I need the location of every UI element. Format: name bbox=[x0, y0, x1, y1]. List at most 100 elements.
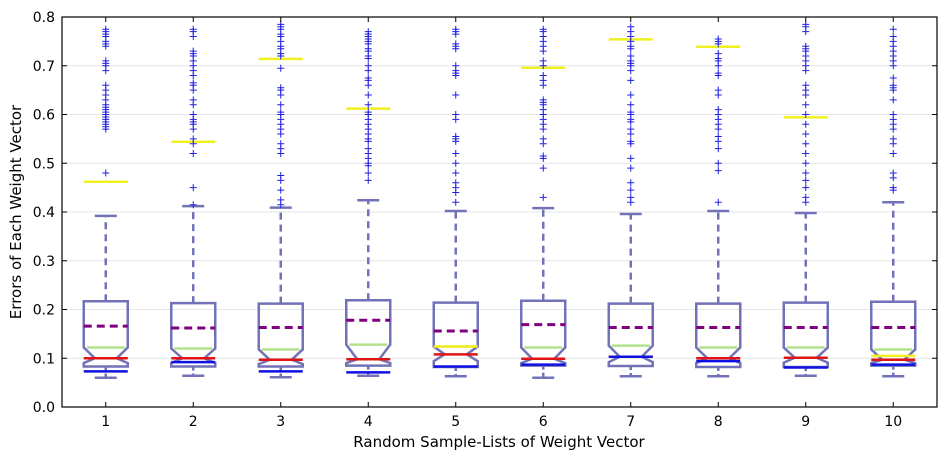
flier-point bbox=[802, 184, 810, 192]
flier-point bbox=[802, 169, 810, 177]
flier-point bbox=[627, 125, 635, 133]
x-tick-label: 9 bbox=[801, 414, 810, 430]
flier-point bbox=[277, 101, 285, 109]
box-body bbox=[695, 302, 742, 369]
flier-point bbox=[452, 40, 460, 48]
flier-point bbox=[627, 108, 635, 116]
flier-point bbox=[714, 106, 722, 114]
y-tick-label: 0.2 bbox=[33, 303, 55, 319]
box-group bbox=[170, 25, 217, 378]
flier-point bbox=[277, 84, 285, 92]
flier-point bbox=[102, 25, 110, 33]
box-body bbox=[82, 299, 129, 368]
flier-point bbox=[189, 25, 197, 33]
flier-point bbox=[802, 176, 810, 184]
flier-point bbox=[802, 42, 810, 50]
flier-point bbox=[627, 193, 635, 201]
box-group bbox=[82, 25, 129, 379]
flier-point bbox=[189, 150, 197, 157]
flier-point bbox=[802, 81, 810, 89]
flier-point bbox=[277, 140, 285, 148]
box-group bbox=[257, 20, 304, 379]
flier-point bbox=[802, 150, 810, 157]
y-tick-label: 0.6 bbox=[33, 108, 55, 124]
flier-point bbox=[802, 140, 810, 148]
flier-point bbox=[452, 159, 460, 167]
box-body bbox=[432, 301, 479, 369]
flier-point bbox=[364, 28, 372, 36]
flier-point bbox=[627, 164, 635, 172]
flier-point bbox=[539, 72, 547, 79]
flier-point bbox=[452, 198, 460, 206]
axis-ticks: 0.0 0.1 0.2 0.3 0.4 0.5 0.6 0.7 0.8 1 2 3 4 5 6 7 8 9 10 bbox=[33, 10, 937, 430]
flier-point bbox=[889, 150, 897, 157]
flier-point bbox=[889, 184, 897, 192]
flier-point bbox=[627, 91, 635, 99]
flier-point bbox=[189, 111, 197, 118]
x-tick-label: 2 bbox=[189, 414, 198, 430]
flier-point bbox=[364, 91, 372, 99]
flier-point bbox=[889, 169, 897, 177]
flier-point bbox=[102, 169, 110, 177]
flier-point bbox=[539, 135, 547, 143]
flier-point bbox=[802, 193, 810, 201]
flier-point bbox=[539, 96, 547, 104]
flier-point bbox=[452, 179, 460, 187]
flier-point bbox=[102, 81, 110, 89]
flier-point bbox=[627, 179, 635, 187]
x-axis-label: Random Sample-Lists of Weight Vector bbox=[353, 433, 645, 451]
box-body bbox=[607, 302, 654, 368]
x-tick-label: 1 bbox=[101, 414, 110, 430]
flier-point bbox=[539, 152, 547, 160]
flier-point bbox=[889, 33, 897, 40]
flier-point bbox=[189, 135, 197, 143]
x-tick-label: 8 bbox=[714, 414, 723, 430]
box-body bbox=[345, 298, 392, 367]
flier-point bbox=[189, 184, 197, 192]
flier-point bbox=[364, 145, 372, 153]
box-group bbox=[870, 25, 917, 378]
flier-point bbox=[714, 167, 722, 175]
x-tick-label: 7 bbox=[626, 414, 635, 430]
flier-point bbox=[627, 101, 635, 109]
flier-point bbox=[714, 145, 722, 153]
flier-point bbox=[277, 108, 285, 116]
y-tick-label: 0.4 bbox=[33, 205, 55, 221]
flier-point bbox=[364, 101, 372, 109]
flier-point bbox=[364, 169, 372, 177]
flier-point bbox=[452, 111, 460, 118]
y-tick-label: 0.1 bbox=[33, 351, 55, 367]
flier-point bbox=[539, 25, 547, 33]
flier-point bbox=[452, 25, 460, 33]
x-tick-label: 5 bbox=[451, 414, 460, 430]
flier-point bbox=[452, 169, 460, 177]
flier-point bbox=[539, 57, 547, 65]
flier-point bbox=[714, 50, 722, 58]
x-tick-label: 3 bbox=[276, 414, 285, 430]
flier-point bbox=[189, 47, 197, 55]
flier-point bbox=[364, 62, 372, 70]
flier-point bbox=[889, 111, 897, 118]
flier-point bbox=[627, 52, 635, 60]
flier-point bbox=[889, 25, 897, 33]
flier-point bbox=[889, 135, 897, 143]
y-tick-label: 0.7 bbox=[33, 59, 55, 75]
box-group bbox=[695, 35, 742, 378]
box-body bbox=[170, 301, 217, 368]
box-group bbox=[432, 25, 479, 378]
flier-point bbox=[889, 81, 897, 89]
y-tick-label: 0.5 bbox=[33, 156, 55, 172]
x-tick-label: 4 bbox=[364, 414, 373, 430]
flier-point bbox=[627, 154, 635, 162]
y-tick-label: 0.3 bbox=[33, 254, 55, 270]
flier-point bbox=[627, 137, 635, 145]
flier-point bbox=[102, 57, 110, 65]
flier-point bbox=[889, 74, 897, 82]
flier-point bbox=[714, 86, 722, 94]
y-tick-label: 0.8 bbox=[33, 10, 55, 26]
flier-point bbox=[627, 76, 635, 84]
flier-point bbox=[802, 101, 810, 109]
box-group bbox=[782, 20, 829, 378]
